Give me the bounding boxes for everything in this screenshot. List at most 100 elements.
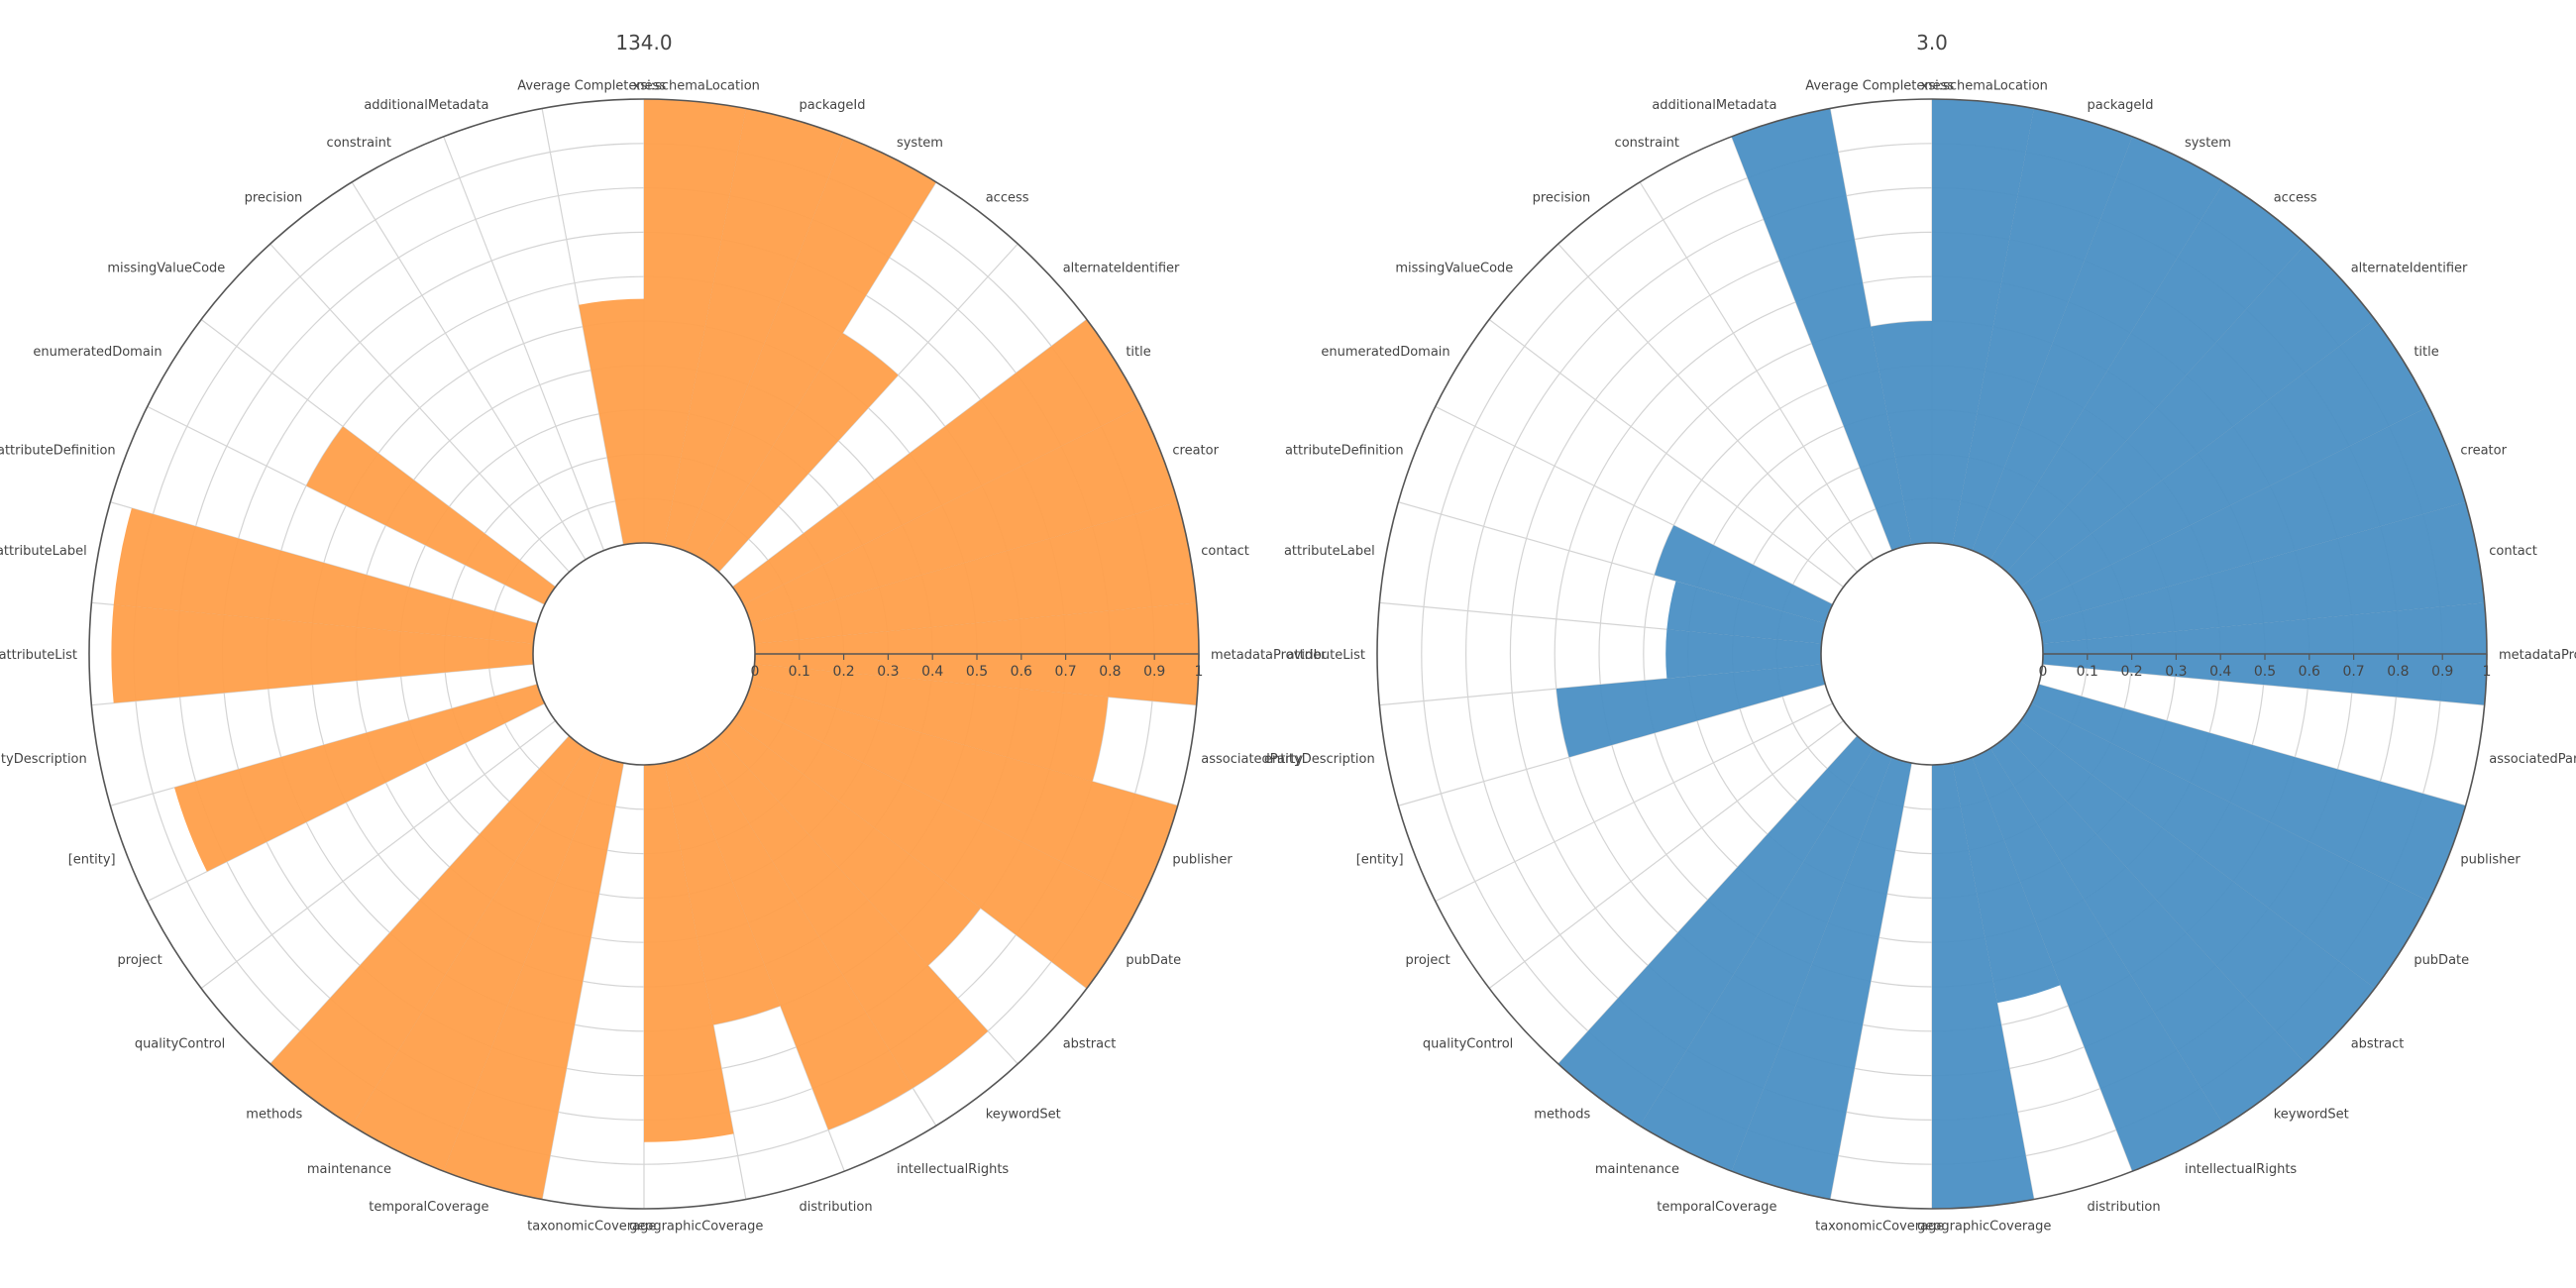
category-label: packageId bbox=[2088, 98, 2154, 113]
radial-tick-label: 0 bbox=[2039, 664, 2048, 680]
bar-contact[interactable] bbox=[750, 501, 1197, 644]
radial-tick-label: 0.9 bbox=[2431, 664, 2453, 680]
radial-axis: 0 0.1 0.2 0.3 0.4 0.5 0.6 0.7 0.8 0.9 1 bbox=[2039, 653, 2491, 680]
category-label: attributeDefinition bbox=[1285, 443, 1404, 458]
bar-attributedefinition[interactable] bbox=[1654, 525, 1833, 624]
category-label: publisher bbox=[1172, 853, 1233, 868]
category-label: access bbox=[2274, 191, 2317, 206]
category-label: additionalMetadata bbox=[364, 98, 488, 113]
angular-labels: metadataProvider contact creator title alter… bbox=[1264, 78, 2576, 1234]
category-label: contact bbox=[2489, 544, 2537, 559]
bar-contact[interactable] bbox=[2038, 501, 2485, 644]
bar-associatedparty[interactable] bbox=[750, 664, 1109, 782]
radial-tick-label: 0.9 bbox=[1143, 664, 1165, 680]
category-label: packageId bbox=[800, 98, 866, 113]
category-label: enumeratedDomain bbox=[1321, 345, 1449, 360]
bar-intellectualrights[interactable] bbox=[684, 748, 913, 1130]
bar-attributelabel[interactable] bbox=[1666, 581, 1826, 644]
angular-labels: metadataProvider contact creator title alter… bbox=[0, 78, 1327, 1234]
category-label: creator bbox=[1172, 443, 1219, 458]
bar-methods[interactable] bbox=[1557, 735, 1875, 1127]
category-label: attributeList bbox=[0, 648, 77, 663]
bar-temporalcoverage[interactable] bbox=[443, 757, 624, 1200]
bar-distribution[interactable] bbox=[1952, 757, 2061, 1004]
bar-xsi-schemalocation[interactable] bbox=[1932, 99, 2034, 545]
category-label: title bbox=[2414, 345, 2438, 360]
bar-attributelabel[interactable] bbox=[113, 507, 538, 644]
category-label: title bbox=[1126, 345, 1150, 360]
bar-publisher[interactable] bbox=[2031, 684, 2466, 902]
bar-abstract[interactable] bbox=[2006, 720, 2375, 1064]
bar-entitydescription[interactable] bbox=[1556, 664, 1826, 758]
bar-system[interactable] bbox=[684, 136, 936, 560]
category-label: xsi:schemaLocation bbox=[633, 78, 760, 93]
radial-tick-label: 0.4 bbox=[2209, 664, 2231, 680]
category-label: metadataProvider bbox=[2499, 648, 2576, 663]
bar-abstract[interactable] bbox=[718, 720, 981, 966]
category-label: [entity] bbox=[1356, 853, 1404, 868]
bar-pubdate[interactable] bbox=[2020, 702, 2429, 989]
bar-distribution[interactable] bbox=[664, 757, 781, 1025]
radial-tick-label: 0.6 bbox=[2299, 664, 2320, 680]
category-label: keywordSet bbox=[986, 1107, 1061, 1122]
category-label: contact bbox=[1201, 544, 1249, 559]
radial-tick-label: 0.5 bbox=[966, 664, 988, 680]
radial-tick-label: 0.2 bbox=[832, 664, 854, 680]
bar-title[interactable] bbox=[2020, 319, 2429, 605]
grid-spoke bbox=[443, 136, 605, 551]
category-label: precision bbox=[245, 191, 303, 206]
bar-average-completeness[interactable] bbox=[1871, 321, 1932, 545]
category-label: pubDate bbox=[2414, 953, 2469, 968]
category-label: entityDescription bbox=[0, 752, 87, 767]
bar-creator[interactable] bbox=[2031, 406, 2466, 624]
bar-publisher[interactable] bbox=[743, 684, 1178, 902]
category-label: distribution bbox=[800, 1200, 873, 1215]
category-label: distribution bbox=[2088, 1200, 2161, 1215]
bar-intellectualrights[interactable] bbox=[1972, 748, 2224, 1172]
bar-maintenance[interactable] bbox=[1640, 748, 1892, 1172]
bar-xsi-schemalocation[interactable] bbox=[644, 99, 746, 545]
grid-spoke bbox=[1435, 702, 1834, 903]
bar-temporalcoverage[interactable] bbox=[1731, 757, 1912, 1200]
bar-creator[interactable] bbox=[743, 406, 1178, 624]
category-label: system bbox=[2185, 136, 2231, 151]
bar-packageid[interactable] bbox=[664, 108, 845, 551]
grid-spoke bbox=[147, 405, 546, 605]
radial-tick-label: 0.5 bbox=[2254, 664, 2276, 680]
bar-keywordset[interactable] bbox=[1989, 735, 2307, 1127]
category-label: precision bbox=[1533, 191, 1591, 206]
bar-attributelist[interactable] bbox=[1665, 629, 1822, 679]
bar-attributelist[interactable] bbox=[111, 604, 534, 703]
bar-geographiccoverage[interactable] bbox=[644, 763, 734, 1142]
category-label: geographicCoverage bbox=[1917, 1220, 2051, 1234]
bar-additionalmetadata[interactable] bbox=[1731, 108, 1912, 551]
radial-tick-label: 1 bbox=[1195, 664, 1204, 680]
bar-geographiccoverage[interactable] bbox=[1932, 763, 2034, 1209]
bar-alternateidentifier[interactable] bbox=[2006, 244, 2375, 588]
bar-keywordset[interactable] bbox=[701, 735, 989, 1089]
bar-average-completeness[interactable] bbox=[579, 298, 644, 545]
grid-spoke bbox=[351, 181, 587, 561]
radial-tick-label: 0.1 bbox=[2077, 664, 2098, 680]
bar-access[interactable] bbox=[1989, 181, 2307, 573]
bar-entity[interactable] bbox=[174, 684, 545, 872]
category-label: abstract bbox=[2351, 1036, 2405, 1051]
category-label: additionalMetadata bbox=[1652, 98, 1776, 113]
category-label: methods bbox=[246, 1107, 302, 1122]
category-label: temporalCoverage bbox=[1657, 1200, 1776, 1215]
radial-tick-label: 0.2 bbox=[2120, 664, 2142, 680]
category-label: temporalCoverage bbox=[369, 1200, 488, 1215]
bar-access[interactable] bbox=[701, 333, 899, 573]
bar-packageid[interactable] bbox=[1952, 108, 2133, 551]
bar-maintenance[interactable] bbox=[352, 748, 604, 1172]
bar-enumerateddomain[interactable] bbox=[306, 426, 556, 605]
category-label: maintenance bbox=[1595, 1162, 1679, 1177]
grid-spoke bbox=[1557, 243, 1858, 573]
bar-pubdate[interactable] bbox=[732, 702, 1141, 989]
category-label: project bbox=[118, 953, 162, 968]
bar-title[interactable] bbox=[732, 319, 1141, 605]
category-label: missingValueCode bbox=[107, 262, 225, 276]
bar-system[interactable] bbox=[1972, 136, 2224, 560]
bar-methods[interactable] bbox=[269, 735, 587, 1127]
category-label: qualityControl bbox=[1423, 1036, 1513, 1051]
